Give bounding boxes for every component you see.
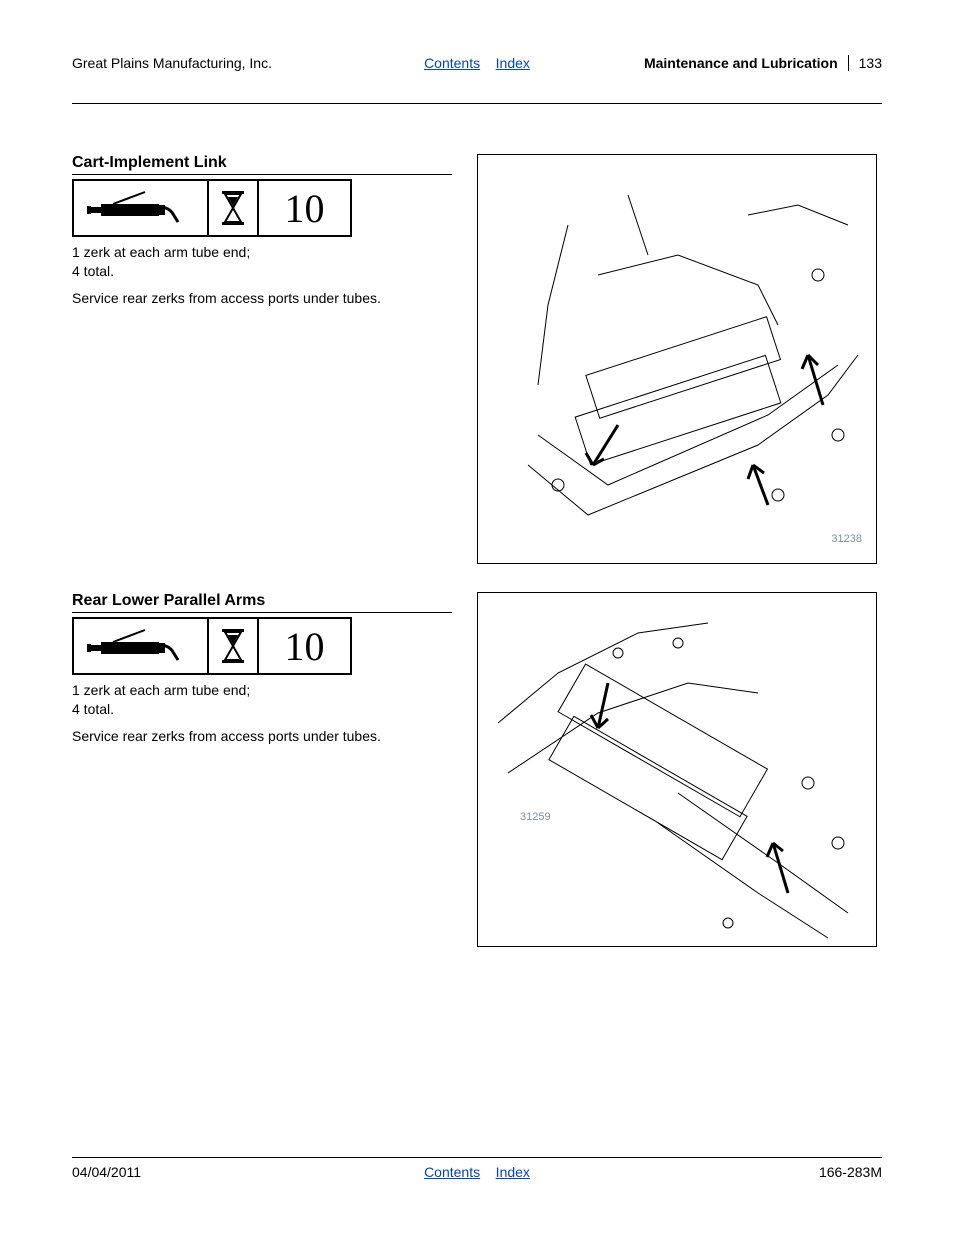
hourglass-icon (209, 619, 259, 673)
service-interval: 10 (259, 181, 350, 235)
section-heading: Cart-Implement Link (72, 154, 452, 175)
text-line: 1 zerk at each arm tube end; (72, 244, 250, 260)
section-title: Maintenance and Lubrication (644, 55, 838, 71)
footer-nav: Contents Index (424, 1164, 530, 1180)
service-instruction: Service rear zerks from access ports und… (72, 727, 452, 746)
contents-link[interactable]: Contents (424, 55, 480, 71)
page-content: Cart-Implement Link (72, 154, 882, 947)
service-instruction: Service rear zerks from access ports und… (72, 289, 452, 308)
contents-link[interactable]: Contents (424, 1164, 480, 1180)
page-header: Great Plains Manufacturing, Inc. Content… (72, 55, 882, 71)
company-name: Great Plains Manufacturing, Inc. (72, 55, 342, 71)
section-heading: Rear Lower Parallel Arms (72, 592, 452, 613)
page-number: 133 (848, 55, 882, 71)
technical-diagram: 31259 (477, 592, 877, 947)
text-line: 4 total. (72, 263, 114, 279)
page-footer: 04/04/2011 Contents Index 166-283M (72, 1157, 882, 1180)
grease-gun-icon (74, 181, 209, 235)
header-rule (72, 103, 882, 104)
zerk-count-text: 1 zerk at each arm tube end; 4 total. (72, 681, 452, 719)
index-link[interactable]: Index (496, 1164, 530, 1180)
section-rear-lower-arms: Rear Lower Parallel Arms (72, 592, 882, 947)
document-number: 166-283M (819, 1164, 882, 1180)
header-nav: Contents Index (342, 55, 612, 71)
figure-number: 31238 (831, 533, 862, 545)
footer-date: 04/04/2011 (72, 1164, 141, 1180)
text-line: 4 total. (72, 701, 114, 717)
index-link[interactable]: Index (496, 55, 530, 71)
text-line: 1 zerk at each arm tube end; (72, 682, 250, 698)
lube-indicator-box: 10 (72, 617, 352, 675)
figure-number: 31259 (520, 811, 551, 823)
lube-indicator-box: 10 (72, 179, 352, 237)
section-cart-implement: Cart-Implement Link (72, 154, 882, 564)
technical-diagram: 31238 (477, 154, 877, 564)
grease-gun-icon (74, 619, 209, 673)
service-interval: 10 (259, 619, 350, 673)
hourglass-icon (209, 181, 259, 235)
zerk-count-text: 1 zerk at each arm tube end; 4 total. (72, 243, 452, 281)
